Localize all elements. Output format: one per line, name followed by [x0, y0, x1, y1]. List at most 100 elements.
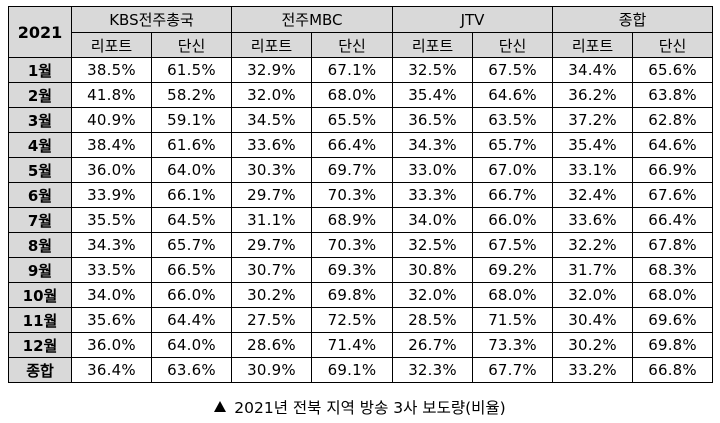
row-label: 7월	[8, 207, 72, 233]
table-cell: 69.1%	[310, 357, 394, 383]
row-label: 6월	[8, 182, 72, 208]
table-cell: 30.7%	[231, 257, 312, 283]
table-cell: 66.4%	[310, 132, 394, 158]
table-cell: 33.6%	[231, 132, 312, 158]
table-cell: 71.5%	[472, 307, 554, 333]
table-cell: 64.5%	[151, 207, 232, 233]
table-cell: 70.3%	[310, 232, 394, 258]
table-cell: 69.8%	[632, 332, 714, 358]
table-cell: 66.7%	[472, 182, 554, 208]
row-label: 3월	[8, 107, 72, 133]
table-cell: 36.0%	[71, 157, 152, 183]
table-cell: 68.0%	[472, 282, 554, 308]
table-cell: 63.6%	[151, 357, 232, 383]
table-cell: 30.9%	[231, 357, 312, 383]
table-row: 2월 41.8% 58.2% 32.0% 68.0% 35.4% 64.6% 36.2% 63.…	[8, 82, 714, 108]
table-cell: 65.6%	[632, 57, 714, 83]
table-cell: 38.5%	[71, 57, 152, 83]
table-row: 9월 33.5% 66.5% 30.7% 69.3% 30.8% 69.2% 31.7% 68.…	[8, 257, 714, 283]
table-cell: 32.4%	[552, 182, 634, 208]
year-header: 2021	[8, 6, 72, 58]
table-cell: 61.6%	[151, 132, 232, 158]
table-cell: 67.5%	[472, 57, 554, 83]
table-cell: 68.0%	[310, 82, 394, 108]
table-cell: 66.5%	[151, 257, 232, 283]
group-header-mbc: 전주MBC	[230, 6, 394, 33]
table-cell: 73.3%	[472, 332, 554, 358]
table-cell: 41.8%	[71, 82, 152, 108]
subheader-report: 리포트	[71, 32, 152, 58]
table-cell: 32.0%	[552, 282, 634, 308]
table-cell: 66.0%	[472, 207, 554, 233]
table-row: 7월 35.5% 64.5% 31.1% 68.9% 34.0% 66.0% 33.6% 66.…	[8, 207, 714, 233]
table-cell: 68.3%	[632, 257, 714, 283]
header-row-subheaders: 리포트 단신 리포트 단신 리포트 단신 리포트 단신	[9, 32, 714, 58]
table-cell: 32.5%	[392, 232, 474, 258]
row-label: 4월	[8, 132, 72, 158]
table-cell: 64.0%	[151, 332, 232, 358]
broadcast-stats-table: 2021 KBS전주총국 전주MBC JTV 종합 리포트 단신 리포트 단신 …	[8, 6, 714, 383]
table-cell: 32.3%	[392, 357, 474, 383]
table-cell: 68.0%	[632, 282, 714, 308]
table-cell: 69.3%	[310, 257, 394, 283]
table-cell: 67.5%	[472, 232, 554, 258]
row-label: 9월	[8, 257, 72, 283]
table-cell: 59.1%	[151, 107, 232, 133]
table-cell: 66.8%	[632, 357, 714, 383]
row-label: 8월	[8, 232, 72, 258]
table-row: 5월 36.0% 64.0% 30.3% 69.7% 33.0% 67.0% 33.1% 66.…	[8, 157, 714, 183]
subheader-report: 리포트	[392, 32, 474, 58]
table-cell: 69.8%	[310, 282, 394, 308]
table-cell: 35.4%	[392, 82, 474, 108]
table-cell: 33.2%	[552, 357, 634, 383]
table-cell: 34.5%	[231, 107, 312, 133]
table-cell: 28.6%	[231, 332, 312, 358]
table-cell: 33.5%	[71, 257, 152, 283]
row-label: 11월	[8, 307, 72, 333]
table-cell: 35.4%	[552, 132, 634, 158]
table-row: 4월 38.4% 61.6% 33.6% 66.4% 34.3% 65.7% 35.4% 64.…	[8, 132, 714, 158]
table-row: 6월 33.9% 66.1% 29.7% 70.3% 33.3% 66.7% 32.4% 67.…	[8, 182, 714, 208]
table-cell: 33.6%	[552, 207, 634, 233]
table-cell: 66.4%	[632, 207, 714, 233]
table-cell: 30.8%	[392, 257, 474, 283]
table-row: 10월 34.0% 66.0% 30.2% 69.8% 32.0% 68.0% 32.0% 68…	[8, 282, 714, 308]
table-cell: 32.0%	[392, 282, 474, 308]
up-triangle-icon	[214, 401, 227, 412]
row-label: 종합	[8, 357, 72, 383]
table-cell: 36.0%	[71, 332, 152, 358]
table-cell: 66.0%	[151, 282, 232, 308]
group-header-jtv: JTV	[392, 6, 554, 33]
table-cell: 28.5%	[392, 307, 474, 333]
header-row-groups: 2021 KBS전주총국 전주MBC JTV 종합	[8, 6, 714, 58]
table-cell: 68.9%	[310, 207, 394, 233]
table-cell: 38.4%	[71, 132, 152, 158]
table-header: 2021 KBS전주총국 전주MBC JTV 종합 리포트 단신 리포트 단신 …	[8, 6, 714, 58]
table-cell: 32.2%	[552, 232, 634, 258]
table-cell: 36.5%	[392, 107, 474, 133]
table-cell: 67.1%	[310, 57, 394, 83]
table-cell: 67.7%	[472, 357, 554, 383]
table-cell: 29.7%	[231, 182, 312, 208]
table-cell: 71.4%	[310, 332, 394, 358]
caption-text: 2021년 전북 지역 방송 3사 보도량(비율)	[234, 399, 506, 417]
table-cell: 31.1%	[231, 207, 312, 233]
table-row: 11월 35.6% 64.4% 27.5% 72.5% 28.5% 71.5% 30.4% 69…	[8, 307, 714, 333]
table-cell: 34.3%	[71, 232, 152, 258]
subheader-brief: 단신	[472, 32, 554, 58]
table-cell: 36.2%	[552, 82, 634, 108]
table-cell: 34.4%	[552, 57, 634, 83]
table-cell: 67.6%	[632, 182, 714, 208]
table-body: 1월 38.5% 61.5% 32.9% 67.1% 32.5% 67.5% 34.4% 65.…	[8, 57, 714, 383]
table-row: 3월 40.9% 59.1% 34.5% 65.5% 36.5% 63.5% 37.2% 62.…	[8, 107, 714, 133]
row-label: 12월	[8, 332, 72, 358]
table-cell: 34.0%	[71, 282, 152, 308]
table-cell: 34.0%	[392, 207, 474, 233]
row-label: 2월	[8, 82, 72, 108]
table-cell: 35.5%	[71, 207, 152, 233]
table-cell: 69.6%	[632, 307, 714, 333]
table-cell: 67.0%	[472, 157, 554, 183]
table-cell: 31.7%	[552, 257, 634, 283]
table-cell: 33.0%	[392, 157, 474, 183]
table-cell: 37.2%	[552, 107, 634, 133]
